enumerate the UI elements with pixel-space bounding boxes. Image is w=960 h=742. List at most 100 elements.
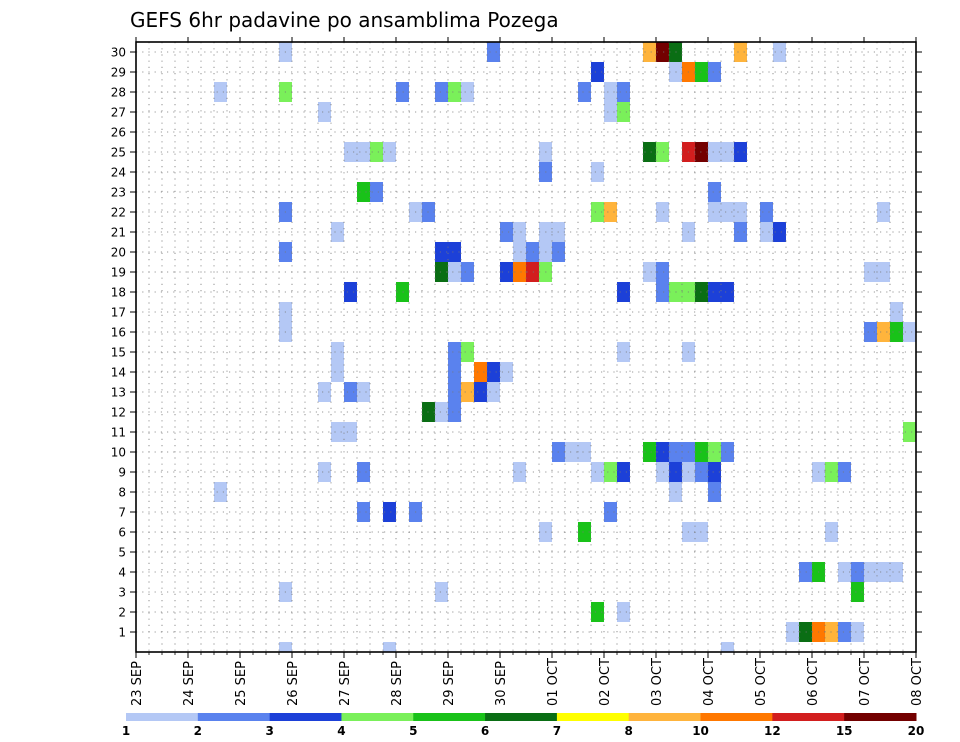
- heatmap-cell: [708, 202, 721, 222]
- colorbar-label: 10: [692, 724, 709, 738]
- x-tick-label: 07 OCT: [858, 658, 873, 706]
- heatmap-cell: [903, 322, 916, 342]
- heatmap-cell: [773, 222, 786, 242]
- y-tick-label: 5: [118, 546, 126, 560]
- heatmap-cell: [786, 622, 799, 642]
- colorbar-label: 12: [764, 724, 781, 738]
- y-tick-label: 1: [118, 626, 126, 640]
- heatmap-cell: [500, 222, 513, 242]
- colorbar-swatch: [485, 713, 558, 721]
- colorbar-label: 1: [122, 724, 130, 738]
- y-tick-label: 21: [111, 226, 126, 240]
- heatmap-cell: [760, 202, 773, 222]
- heatmap-cell: [864, 562, 877, 582]
- y-tick-label: 19: [111, 266, 126, 280]
- heatmap-cell: [513, 262, 526, 282]
- y-tick-label: 23: [111, 186, 126, 200]
- heatmap-cell: [279, 642, 292, 652]
- y-tick-label: 13: [111, 386, 126, 400]
- heatmap-cell: [357, 142, 370, 162]
- heatmap-cell: [617, 102, 630, 122]
- heatmap-cell: [383, 502, 396, 522]
- heatmap-cell: [617, 342, 630, 362]
- colorbar-swatch: [628, 713, 702, 721]
- heatmap-cell: [461, 382, 474, 402]
- heatmap-cell: [877, 262, 890, 282]
- y-tick-label: 17: [111, 306, 126, 320]
- heatmap-cell: [344, 422, 357, 442]
- heatmap-cell: [643, 42, 656, 62]
- heatmap-cell: [435, 82, 448, 102]
- heatmap-cell: [604, 82, 617, 102]
- heatmap-cell: [500, 362, 513, 382]
- heatmap-cell: [708, 182, 721, 202]
- heatmap-cell: [838, 462, 851, 482]
- colorbar-swatch: [197, 713, 271, 721]
- heatmap-cell: [656, 462, 669, 482]
- heatmap-cell: [578, 522, 591, 542]
- x-tick-label: 08 OCT: [910, 658, 925, 706]
- heatmap-cell: [708, 482, 721, 502]
- y-tick-label: 14: [111, 366, 126, 380]
- y-tick-label: 16: [111, 326, 126, 340]
- heatmap-cell: [565, 442, 578, 462]
- heatmap-cell: [513, 462, 526, 482]
- heatmap-cell: [448, 402, 461, 422]
- heatmap-cell: [331, 422, 344, 442]
- heatmap-cell: [604, 102, 617, 122]
- heatmap-cell: [357, 502, 370, 522]
- heatmap-cell: [617, 82, 630, 102]
- heatmap-cell: [396, 82, 409, 102]
- y-tick-label: 24: [111, 166, 126, 180]
- colorbar-swatch: [341, 713, 414, 721]
- heatmap-cell: [604, 462, 617, 482]
- x-tick-label: 03 OCT: [650, 658, 665, 706]
- heatmap-cell: [487, 362, 500, 382]
- heatmap-cell: [214, 482, 227, 502]
- heatmap-cell: [344, 142, 357, 162]
- heatmap-cell: [877, 202, 890, 222]
- heatmap-cell: [591, 462, 604, 482]
- heatmap-cell: [448, 82, 461, 102]
- x-tick-label: 29 SEP: [442, 661, 457, 706]
- x-axis: 23 SEP 24 SEP 25 SEP 26 SEP 27 SEP 28 SEP 29 S…: [130, 37, 925, 706]
- heatmap-cell: [448, 342, 461, 362]
- heatmap-cell: [214, 82, 227, 102]
- heatmap-cell: [864, 262, 877, 282]
- heatmap-cell: [383, 642, 396, 652]
- heatmap-cell: [396, 282, 409, 302]
- y-tick-label: 20: [111, 246, 126, 260]
- x-tick-label: 05 OCT: [754, 658, 769, 706]
- heatmap-cell: [695, 62, 708, 82]
- heatmap-cell: [435, 242, 448, 262]
- heatmap-cell: [617, 602, 630, 622]
- heatmap-cell: [448, 382, 461, 402]
- heatmap-cell: [617, 282, 630, 302]
- heatmap-cell: [435, 262, 448, 282]
- x-tick-label: 02 OCT: [598, 658, 613, 706]
- heatmap-cell: [890, 302, 903, 322]
- heatmap-cell: [760, 222, 773, 242]
- heatmap-cell: [370, 142, 383, 162]
- heatmap-cell: [708, 442, 721, 462]
- colorbar-label: 15: [836, 724, 853, 738]
- heatmap-cell: [513, 222, 526, 242]
- colorbar-swatch: [700, 713, 773, 721]
- y-tick-label: 7: [118, 506, 126, 520]
- heatmap-cell: [448, 362, 461, 382]
- heatmap-cell: [721, 142, 734, 162]
- colorbar-swatch: [413, 713, 486, 721]
- y-tick-label: 8: [118, 486, 126, 500]
- y-tick-label: 11: [111, 426, 126, 440]
- colorbar-swatch: [556, 713, 630, 721]
- colorbar-label: 4: [337, 724, 345, 738]
- heatmap-cell: [435, 402, 448, 422]
- heatmap-cell: [656, 142, 669, 162]
- heatmap-cell: [734, 142, 747, 162]
- y-tick-label: 9: [118, 466, 126, 480]
- heatmap-cell: [461, 82, 474, 102]
- heatmap-cell: [591, 62, 604, 82]
- heatmap-cell: [799, 562, 812, 582]
- heatmap-cell: [890, 562, 903, 582]
